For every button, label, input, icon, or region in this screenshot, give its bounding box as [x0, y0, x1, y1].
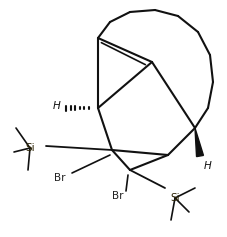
Text: Br: Br [54, 173, 66, 183]
Text: Br: Br [112, 191, 124, 201]
Text: H: H [52, 101, 60, 111]
Text: Si: Si [170, 193, 180, 203]
Polygon shape [195, 128, 203, 157]
Text: H: H [204, 161, 212, 171]
Text: Si: Si [25, 143, 35, 153]
